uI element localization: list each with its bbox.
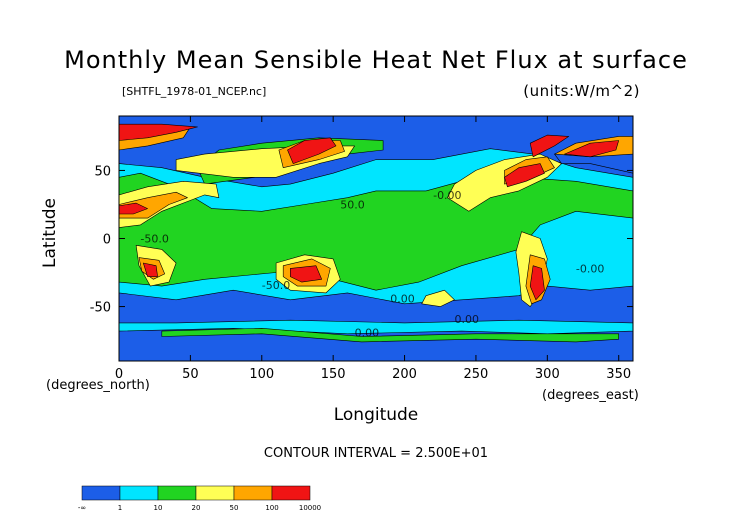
contour-label: 0.00 [455,313,480,326]
region-sahara-red [119,202,148,215]
x-tick-label: 150 [321,367,346,382]
x-tick-label: 0 [115,367,123,382]
x-tick-label: 50 [182,367,199,382]
plot-regions [119,116,633,361]
y-unit-label: (degrees_north) [46,378,150,393]
contour-label: -50.0 [140,233,168,246]
contour-label: 0.00 [355,327,380,340]
x-tick-label: 300 [535,367,560,382]
legend-label: 50 [230,504,239,512]
y-tick-label: 0 [103,233,111,248]
legend-swatch [195,485,235,501]
x-tick-label: 350 [606,367,631,382]
legend-swatch [81,485,121,501]
region-south-america-red [529,265,545,301]
x-tick-label: 200 [392,367,417,382]
contour-label: -0.00 [576,263,604,276]
legend-label: 100 [265,504,278,512]
region-southern-africa-red [143,262,158,277]
region-siberia-red [287,137,337,164]
legend-label: 10 [154,504,163,512]
region-north-america-red [504,163,545,188]
file-name-label: [SHTFL_1978-01_NCEP.nc] [122,85,267,98]
region-southern-ocean-cyan-band [119,319,633,335]
region-greenland-red [564,140,620,158]
region-northeast-asia-red [529,134,570,158]
x-unit-label: (degrees_east) [542,388,639,403]
region-southern-green-band [161,327,620,343]
x-axis-label: Longitude [333,405,419,425]
legend-swatch [157,485,197,501]
legend-label: 20 [192,504,201,512]
contour-label: 50.0 [340,199,365,212]
contour-label: 0.00 [390,293,415,306]
y-tick-label: 50 [94,164,111,179]
contour-interval-label: CONTOUR INTERVAL = 2.500E+01 [263,446,489,461]
legend-swatch [271,485,311,501]
legend-swatch [119,485,159,501]
units-label: (units:W/m^2) [523,82,640,100]
chart-title: Monthly Mean Sensible Heat Net Flux at s… [64,46,688,74]
region-australia-red [289,265,323,283]
legend-label: 10000 [299,504,321,512]
region-equatorial-green [119,172,633,291]
x-tick-label: 100 [249,367,274,382]
y-tick-label: -50 [90,301,111,316]
contour-label: -0.00 [433,189,461,202]
contour-label: -50.0 [262,279,290,292]
legend-label: -∞ [78,504,86,512]
region-arctic-red [119,123,198,141]
region-south-pacific-yellow-blob [421,289,455,307]
legend-label: 1 [118,504,122,512]
legend-swatch [233,485,273,501]
x-tick-label: 250 [464,367,489,382]
